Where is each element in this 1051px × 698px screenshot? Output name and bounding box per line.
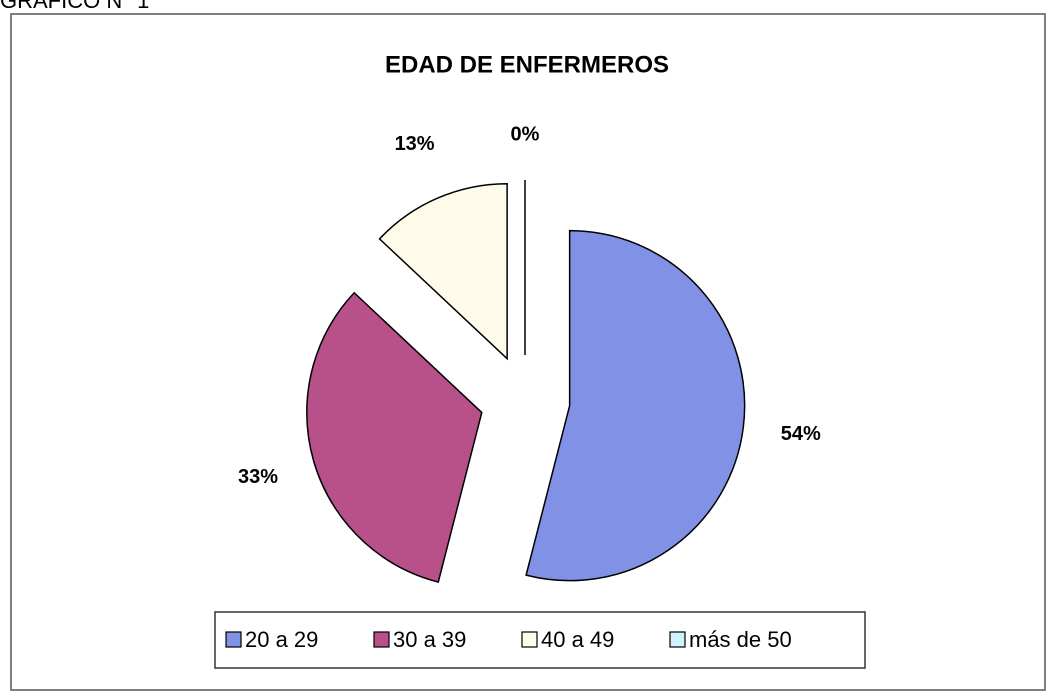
data-label: 54% bbox=[781, 423, 821, 445]
chart-title: EDAD DE ENFERMEROS bbox=[385, 51, 669, 78]
chart-frame bbox=[10, 13, 1046, 691]
pie-slice bbox=[378, 182, 508, 361]
caption: GRAFICO N° 1 bbox=[0, 0, 149, 13]
legend-label: 20 a 29 bbox=[245, 627, 318, 652]
data-label: 13% bbox=[395, 133, 435, 155]
legend-label: 30 a 39 bbox=[393, 627, 466, 652]
legend-swatch bbox=[521, 631, 538, 648]
pie-slice bbox=[525, 229, 746, 582]
legend-swatch bbox=[225, 631, 242, 648]
legend-swatch bbox=[669, 631, 686, 648]
data-label: 33% bbox=[238, 466, 278, 488]
legend-box bbox=[214, 611, 866, 669]
legend-label: 40 a 49 bbox=[541, 627, 614, 652]
pie-slice bbox=[306, 291, 483, 583]
data-label: 0% bbox=[511, 123, 540, 145]
legend-swatch bbox=[373, 631, 390, 648]
legend-label: más de 50 bbox=[689, 627, 792, 652]
